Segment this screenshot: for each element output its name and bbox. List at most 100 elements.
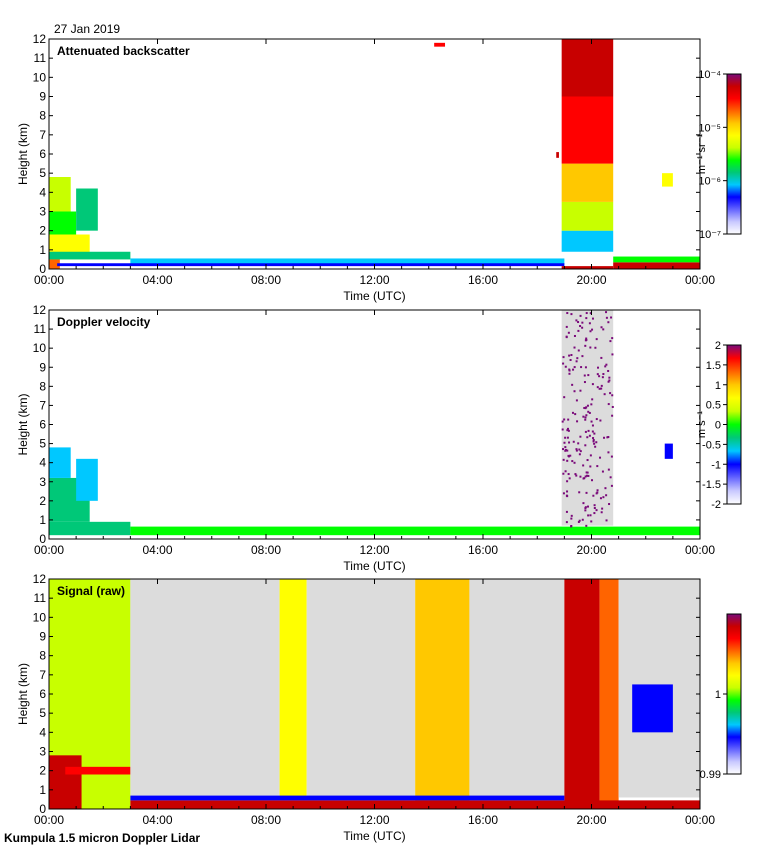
data-region	[65, 766, 131, 775]
velocity-speckle	[611, 353, 614, 356]
colorbar-tick-label: 1	[715, 689, 721, 701]
velocity-speckle	[607, 403, 610, 406]
velocity-speckle	[589, 346, 592, 349]
velocity-speckle	[564, 436, 567, 439]
velocity-speckle	[599, 497, 602, 500]
data-region	[613, 256, 700, 263]
data-region	[556, 152, 559, 158]
velocity-speckle	[583, 406, 586, 409]
data-region	[306, 579, 416, 798]
velocity-speckle	[584, 507, 587, 510]
y-tick-label: 9	[39, 360, 46, 374]
velocity-speckle	[582, 502, 585, 505]
velocity-speckle	[604, 487, 607, 490]
velocity-speckle	[592, 440, 595, 443]
velocity-speckle	[563, 396, 566, 399]
velocity-speckle	[600, 356, 603, 359]
velocity-speckle	[574, 473, 577, 476]
velocity-speckle	[572, 440, 575, 443]
x-tick-label: 04:00	[142, 273, 172, 287]
colorbar-tick-label: 1.5	[706, 360, 721, 372]
y-tick-label: 9	[39, 90, 46, 104]
data-region	[49, 251, 131, 260]
velocity-speckle	[561, 420, 564, 423]
velocity-speckle	[585, 474, 588, 477]
data-region	[613, 262, 700, 269]
velocity-speckle	[567, 473, 570, 476]
velocity-speckle	[576, 420, 579, 423]
velocity-speckle	[585, 471, 588, 474]
footer-label: Kumpula 1.5 micron Doppler Lidar	[4, 831, 200, 845]
velocity-speckle	[585, 491, 588, 494]
velocity-speckle	[600, 387, 603, 390]
velocity-speckle	[567, 418, 570, 421]
velocity-speckle	[599, 456, 602, 459]
y-tick-label: 2	[39, 494, 46, 508]
date-label: 27 Jan 2019	[54, 22, 120, 36]
velocity-speckle	[584, 444, 587, 447]
y-tick-label: 4	[39, 456, 46, 470]
colorbar: 10⁻⁴ 10⁻⁵ 10⁻⁶ 10⁻⁷ m⁻¹ sr⁻¹	[696, 69, 742, 241]
velocity-speckle	[578, 491, 581, 494]
data-region	[130, 800, 700, 809]
y-tick-label: 11	[34, 591, 47, 605]
y-tick-label: 1	[39, 243, 46, 257]
velocity-speckle	[583, 477, 586, 480]
velocity-speckle	[609, 476, 612, 479]
velocity-speckle	[566, 490, 569, 493]
plot-area	[49, 39, 700, 269]
y-tick-label: 3	[39, 475, 46, 489]
velocity-speckle	[605, 494, 608, 497]
velocity-speckle	[566, 429, 569, 432]
data-region	[415, 579, 470, 802]
velocity-speckle	[589, 312, 592, 315]
y-tick-label: 7	[39, 668, 46, 682]
y-tick-label: 5	[39, 166, 46, 180]
velocity-speckle	[566, 436, 569, 439]
y-tick-label: 5	[39, 437, 46, 451]
x-tick-label: 16:00	[468, 813, 498, 827]
y-tick-label: 1	[39, 783, 46, 797]
velocity-speckle	[606, 436, 609, 439]
x-tick-label: 20:00	[576, 813, 606, 827]
velocity-speckle	[573, 346, 576, 349]
velocity-speckle	[574, 413, 577, 416]
x-tick-label: 08:00	[251, 273, 281, 287]
masked-region	[561, 310, 614, 526]
colorbar-tick-label: -2	[711, 499, 721, 511]
velocity-speckle	[607, 369, 610, 372]
velocity-speckle	[593, 442, 596, 445]
x-tick-label: 16:00	[468, 543, 498, 557]
velocity-speckle	[584, 344, 587, 347]
velocity-speckle	[579, 314, 582, 317]
velocity-speckle	[568, 369, 571, 372]
data-region	[561, 96, 614, 164]
velocity-speckle	[602, 496, 605, 499]
y-tick-label: 3	[39, 205, 46, 219]
velocity-speckle	[596, 465, 599, 468]
velocity-speckle	[593, 432, 596, 435]
velocity-speckle	[571, 411, 574, 414]
velocity-speckle	[585, 337, 588, 340]
velocity-speckle	[568, 372, 571, 375]
velocity-speckle	[595, 492, 598, 495]
x-tick-label: 20:00	[576, 543, 606, 557]
x-tick-label: 12:00	[359, 273, 389, 287]
data-region	[664, 443, 673, 459]
colorbar-tick-label: 0.5	[706, 400, 721, 412]
x-tick-label: 00:00	[34, 813, 64, 827]
velocity-speckle	[601, 507, 604, 510]
velocity-speckle	[591, 424, 594, 427]
velocity-speckle	[595, 338, 598, 341]
panel-title: Doppler velocity	[57, 315, 151, 329]
data-region	[49, 211, 77, 235]
velocity-speckle	[608, 503, 611, 506]
colorbar-unit: m s⁻¹	[696, 411, 708, 439]
y-tick-label: 0	[39, 262, 46, 276]
velocity-speckle	[581, 326, 584, 329]
velocity-speckle	[581, 321, 584, 324]
